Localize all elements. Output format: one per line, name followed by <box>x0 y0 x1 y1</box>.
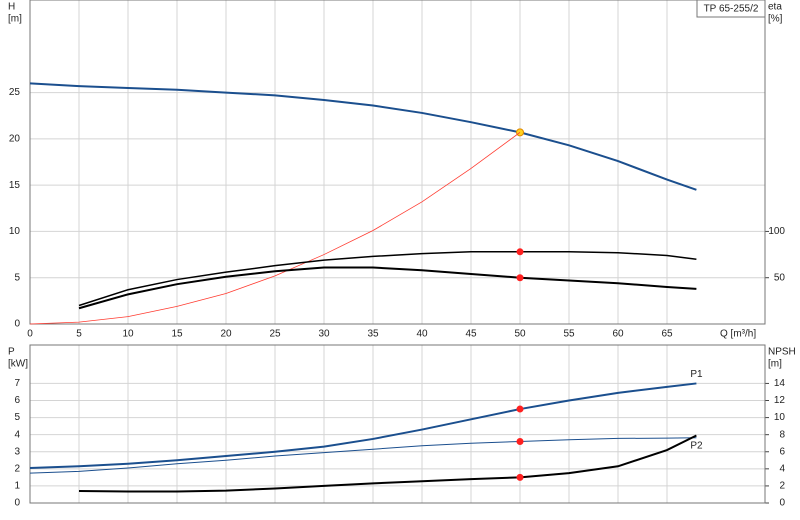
curve <box>29 132 521 325</box>
curve <box>78 266 697 310</box>
x-axis-label: Q [m³/h] <box>720 329 756 340</box>
y2-tick-label: 0 <box>779 498 785 509</box>
operating-point <box>516 274 524 282</box>
y-tick-label: 0 <box>14 498 20 509</box>
chart-title: TP 65-255/2 <box>704 4 759 15</box>
y2-axis-unit: [m] <box>768 359 782 370</box>
y-tick-label: 2 <box>14 463 20 474</box>
curve <box>78 251 697 307</box>
y2-axis-label: NPSH <box>768 347 796 358</box>
x-tick-label: 30 <box>318 329 330 340</box>
y2-axis-label: eta <box>768 2 782 13</box>
y2-tick-label: 100 <box>768 226 785 237</box>
plot-frame <box>29 344 766 504</box>
y-tick-label: 20 <box>9 133 21 144</box>
curve <box>78 434 697 493</box>
y2-axis-unit: [%] <box>768 14 783 25</box>
y-tick-label: 25 <box>9 87 21 98</box>
x-tick-label: 40 <box>416 329 428 340</box>
y2-tick-label: 6 <box>779 446 785 457</box>
curve <box>29 382 697 469</box>
x-tick-label: 0 <box>27 329 33 340</box>
x-tick-label: 15 <box>171 329 183 340</box>
x-tick-label: 45 <box>465 329 477 340</box>
y-tick-label: 3 <box>14 446 20 457</box>
plot-frame <box>29 0 766 325</box>
y2-tick-label: 12 <box>774 395 786 406</box>
operating-point <box>516 248 524 256</box>
x-tick-label: 25 <box>269 329 281 340</box>
operating-point <box>516 405 524 413</box>
y-axis-label: P <box>8 347 15 358</box>
operating-point <box>516 473 524 481</box>
title-box <box>696 0 766 18</box>
y2-tick-label: 4 <box>779 463 785 474</box>
y-axis-label: H <box>8 2 15 13</box>
y-tick-label: 10 <box>9 226 21 237</box>
y-tick-label: 4 <box>14 429 20 440</box>
y-tick-label: 15 <box>9 180 21 191</box>
x-tick-label: 65 <box>661 329 673 340</box>
curve <box>29 82 697 191</box>
y-tick-label: 7 <box>14 378 20 389</box>
y2-tick-label: 8 <box>779 429 785 440</box>
curve <box>29 437 697 474</box>
x-tick-label: 10 <box>122 329 134 340</box>
x-tick-label: 5 <box>76 329 82 340</box>
x-tick-label: 50 <box>514 329 526 340</box>
y2-tick-label: 50 <box>774 272 786 283</box>
y-tick-label: 5 <box>14 412 20 423</box>
x-tick-label: 55 <box>563 329 575 340</box>
series-label: P2 <box>690 440 703 451</box>
y-tick-label: 1 <box>14 481 20 492</box>
y-tick-label: 6 <box>14 395 20 406</box>
y2-tick-label: 10 <box>774 412 786 423</box>
series-label: P1 <box>690 369 703 380</box>
y2-tick-label: 2 <box>779 481 785 492</box>
y-tick-label: 5 <box>14 272 20 283</box>
y2-tick-label: 14 <box>774 378 786 389</box>
x-tick-label: 20 <box>220 329 232 340</box>
x-tick-label: 35 <box>367 329 379 340</box>
y-axis-unit: [m] <box>8 14 22 25</box>
y-axis-unit: [kW] <box>8 359 28 370</box>
x-tick-label: 60 <box>612 329 624 340</box>
operating-point <box>516 438 524 446</box>
y-tick-label: 0 <box>14 319 20 330</box>
